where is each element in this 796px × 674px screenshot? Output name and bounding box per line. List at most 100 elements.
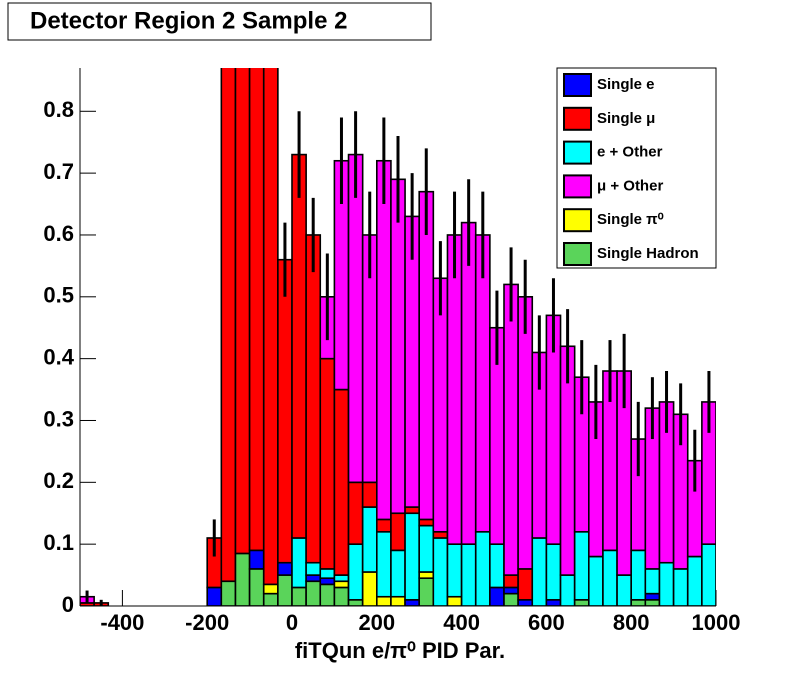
legend-swatch xyxy=(563,140,592,165)
bar-segment xyxy=(559,574,576,606)
bar-segment xyxy=(248,568,265,606)
bar-segment xyxy=(630,599,647,606)
bar-segment xyxy=(545,543,562,601)
legend-swatch xyxy=(563,208,592,233)
bar-segment xyxy=(404,512,421,601)
chart-title: Detector Region 2 Sample 2 xyxy=(30,7,347,34)
bar-segment xyxy=(489,586,505,606)
bar-segment xyxy=(305,580,322,606)
x-tick-label: 400 xyxy=(443,610,480,635)
bar-segment xyxy=(616,574,632,606)
legend-label: μ + Other xyxy=(597,177,663,194)
y-tick-label: 0.2 xyxy=(43,468,74,493)
bar-segment xyxy=(361,571,378,606)
bar-segment xyxy=(418,190,435,521)
bar-segment xyxy=(517,568,534,601)
bar-segment xyxy=(460,543,477,606)
bar-segment xyxy=(644,599,661,606)
bar-segment xyxy=(630,549,647,601)
bar-segment xyxy=(361,506,378,573)
bar-segment xyxy=(333,586,350,606)
bar-segment xyxy=(305,561,322,576)
bar-segment xyxy=(206,586,223,606)
bar-segment xyxy=(291,153,307,539)
bar-segment xyxy=(701,543,716,606)
title-box xyxy=(7,2,432,41)
bar-segment xyxy=(545,599,562,606)
bar-segment xyxy=(573,599,590,606)
bar-segment xyxy=(503,586,519,595)
bar-segment xyxy=(220,68,237,583)
legend-swatch xyxy=(563,242,592,266)
bar-segment xyxy=(220,580,237,606)
bar-segment xyxy=(672,568,689,606)
bar-segment xyxy=(474,530,491,606)
bar-segment xyxy=(446,234,463,545)
y-tick-label: 0.8 xyxy=(43,97,74,122)
bar-segment xyxy=(531,537,548,606)
bar-segment xyxy=(686,555,703,606)
bar-segment xyxy=(460,221,477,545)
y-tick-label: 0 xyxy=(62,592,74,617)
bar-segment xyxy=(503,574,519,589)
bar-segment xyxy=(404,506,421,515)
bar-segment xyxy=(658,561,675,606)
bar-segment xyxy=(234,552,251,606)
bar-segment xyxy=(319,583,336,606)
bar-segment xyxy=(503,592,519,606)
plot-area xyxy=(80,68,716,606)
x-tick-label: 200 xyxy=(358,610,395,635)
bar-segment xyxy=(319,357,336,570)
bar-segment xyxy=(644,592,661,601)
bar-segment xyxy=(333,580,350,589)
bar-segment xyxy=(347,599,364,606)
bar-segment xyxy=(319,568,336,579)
bar-segment xyxy=(418,518,435,527)
x-tick-label: 0 xyxy=(286,610,298,635)
bar-segment xyxy=(587,555,604,606)
bar-segment xyxy=(390,512,406,552)
bar-segment xyxy=(517,296,534,570)
legend-label: Single e xyxy=(597,76,655,93)
bar-segment xyxy=(418,571,435,579)
legend-swatch xyxy=(563,106,592,131)
bar-segment xyxy=(375,595,392,606)
bar-segment xyxy=(262,592,279,606)
legend-box xyxy=(556,67,717,269)
bar-segment xyxy=(291,537,307,589)
bar-segment xyxy=(503,283,519,576)
bar-segment xyxy=(517,599,534,606)
bar-segment xyxy=(446,595,463,606)
x-tick-label: 1000 xyxy=(692,610,741,635)
bar-segment xyxy=(375,518,392,533)
x-tick-label: 600 xyxy=(528,610,565,635)
bar-segment xyxy=(375,159,392,521)
bar-segment xyxy=(262,583,279,595)
bar-segment xyxy=(390,178,406,515)
bar-segment xyxy=(432,530,449,539)
legend-label: Single π⁰ xyxy=(597,211,664,228)
bar-segment xyxy=(305,574,322,583)
legend-swatch xyxy=(563,73,592,97)
x-axis-label: fiTQun e/π⁰ PID Par. xyxy=(295,638,505,663)
bar-segment xyxy=(333,388,350,576)
bar-segment xyxy=(489,543,505,589)
bar-segment xyxy=(573,530,590,601)
y-tick-label: 0.7 xyxy=(43,159,74,184)
bar-segment xyxy=(234,68,251,555)
bar-segment xyxy=(432,537,449,606)
legend-label: e + Other xyxy=(597,144,663,161)
y-tick-label: 0.1 xyxy=(43,530,74,555)
x-tick-label: -200 xyxy=(185,610,229,635)
bar-segment xyxy=(390,595,406,606)
bar-segment xyxy=(404,215,421,508)
bar-segment xyxy=(333,574,350,583)
bar-segment xyxy=(602,549,618,606)
bar-segment xyxy=(291,586,307,606)
bar-segment xyxy=(277,574,293,606)
y-tick-label: 0.5 xyxy=(43,283,74,308)
bar-segment xyxy=(361,481,378,508)
bar-segment xyxy=(375,530,392,598)
bar-segment xyxy=(277,561,293,576)
